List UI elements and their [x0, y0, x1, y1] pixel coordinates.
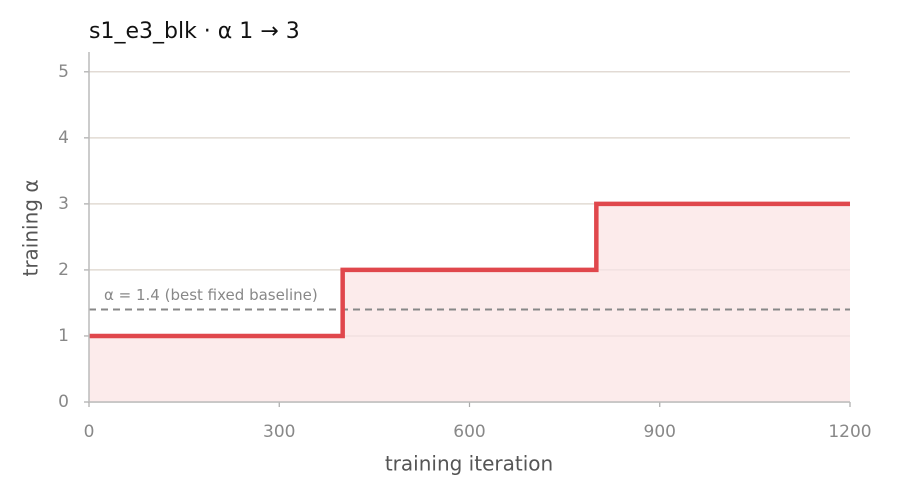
- x-tick-label: 0: [84, 422, 95, 442]
- y-axis-label: training α: [19, 179, 43, 276]
- x-tick-label: 1200: [828, 422, 871, 442]
- x-tick-label: 600: [453, 422, 485, 442]
- y-tick-label: 3: [58, 194, 69, 214]
- reference-label: α = 1.4 (best fixed baseline): [104, 286, 318, 304]
- y-tick-label: 5: [58, 62, 69, 82]
- x-tick-label: 300: [263, 422, 295, 442]
- y-tick-label: 1: [58, 326, 69, 346]
- y-tick-label: 2: [58, 260, 69, 280]
- x-tick-label: 900: [644, 422, 676, 442]
- line: [89, 201, 850, 339]
- chart-title: s1_e3_blk · α 1 → 3: [89, 19, 300, 44]
- y-tick-label: 0: [58, 392, 69, 412]
- x-axis-label: training iteration: [385, 452, 553, 476]
- y-tick-label: 4: [58, 128, 69, 148]
- area-fill: [89, 203, 850, 402]
